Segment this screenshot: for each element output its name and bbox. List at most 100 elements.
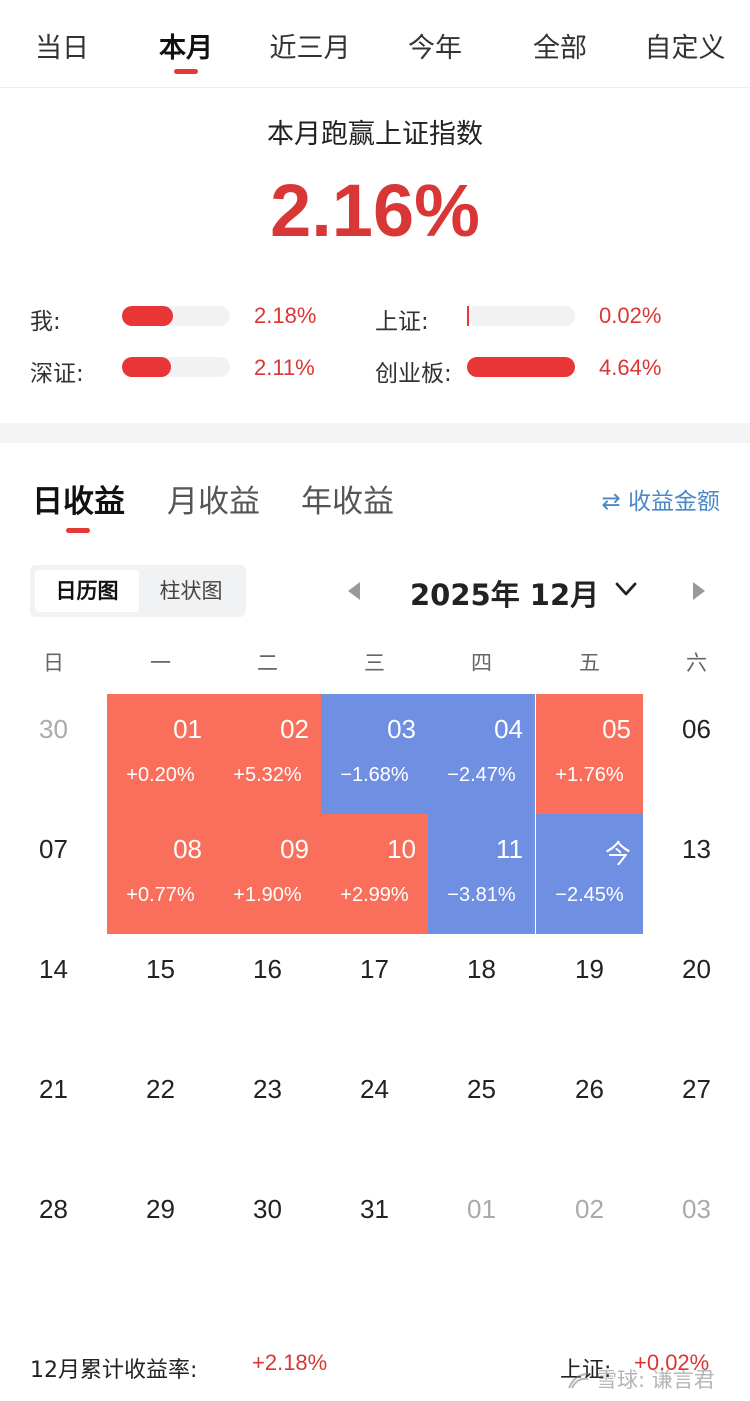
calendar-day[interactable]: 15 bbox=[107, 934, 214, 1054]
summary-value: 2.16% bbox=[270, 169, 480, 252]
calendar-day[interactable]: 07 bbox=[0, 814, 107, 934]
comparison-bar-fill bbox=[122, 357, 171, 377]
watermark: 雪球: 谦言君 bbox=[566, 1364, 715, 1394]
comparison-label-shenzhen: 深证: bbox=[30, 361, 84, 387]
daily-return: +2.99% bbox=[340, 884, 409, 906]
daily-return: +0.20% bbox=[126, 764, 195, 786]
index-return-value: +0.02% bbox=[634, 1350, 710, 1375]
weekday-label: 日 bbox=[43, 651, 64, 675]
calendar-date: 06 bbox=[682, 714, 711, 744]
weekday-label: 二 bbox=[257, 651, 278, 675]
calendar-date: 29 bbox=[146, 1194, 175, 1224]
calendar-day[interactable]: 20 bbox=[643, 934, 750, 1054]
bar-view-button[interactable]: 柱状图 bbox=[159, 579, 223, 603]
calendar-day[interactable]: 19 bbox=[536, 934, 643, 1054]
calendar-day[interactable]: 28 bbox=[0, 1174, 107, 1294]
calendar-day[interactable]: 03 bbox=[643, 1174, 750, 1294]
calendar-day-with-return[interactable]: 08 +0.77% bbox=[107, 814, 214, 934]
calendar-day-with-return[interactable]: 05 +1.76% bbox=[536, 694, 643, 814]
calendar-date: 25 bbox=[467, 1074, 496, 1104]
calendar-day-with-return[interactable]: 02 +5.32% bbox=[214, 694, 321, 814]
earnings-amount-toggle[interactable]: ⇄ 收益金额 bbox=[601, 489, 720, 515]
calendar-day[interactable]: 16 bbox=[214, 934, 321, 1054]
calendar-date: 07 bbox=[39, 834, 68, 864]
tab-custom[interactable]: 自定义 bbox=[644, 33, 726, 64]
section-divider bbox=[0, 423, 750, 443]
calendar-date: 今 bbox=[604, 839, 631, 869]
calendar-date: 14 bbox=[39, 954, 68, 984]
calendar-date: 26 bbox=[575, 1074, 604, 1104]
weekday-label: 三 bbox=[364, 651, 385, 675]
calendar-date: 17 bbox=[360, 954, 389, 984]
comparison-label-me: 我: bbox=[30, 309, 61, 335]
calendar-day-with-return[interactable]: 03 −1.68% bbox=[321, 694, 428, 814]
tab-three-months[interactable]: 近三月 bbox=[269, 33, 351, 64]
calendar-date: 30 bbox=[253, 1194, 282, 1224]
tab-all[interactable]: 全部 bbox=[533, 33, 587, 64]
chevron-down-icon[interactable] bbox=[614, 577, 638, 601]
tab-yearly-earnings[interactable]: 年收益 bbox=[301, 484, 394, 520]
comparison-bar-fill bbox=[122, 306, 173, 326]
comparison-bar-chinext bbox=[467, 357, 575, 377]
calendar-day[interactable]: 02 bbox=[536, 1174, 643, 1294]
tab-this-month[interactable]: 本月 bbox=[159, 33, 213, 64]
weekday-label: 一 bbox=[150, 651, 171, 675]
weekday-label: 五 bbox=[579, 651, 600, 675]
calendar-day[interactable]: 30 bbox=[214, 1174, 321, 1294]
calendar-date: 09 bbox=[280, 834, 309, 864]
period-tab-bar: 当日 本月 近三月 今年 全部 自定义 bbox=[0, 0, 750, 88]
calendar-date: 03 bbox=[682, 1194, 711, 1224]
calendar-day-with-return[interactable]: 今 −2.45% bbox=[536, 814, 643, 934]
calendar-day[interactable]: 31 bbox=[321, 1174, 428, 1294]
previous-month-icon[interactable] bbox=[348, 582, 360, 600]
calendar-day[interactable]: 13 bbox=[643, 814, 750, 934]
comparison-value-chinext: 4.64% bbox=[599, 355, 662, 380]
view-mode-toggle: 日历图 柱状图 bbox=[30, 565, 246, 617]
calendar-day[interactable]: 30 bbox=[0, 694, 107, 814]
calendar-day[interactable]: 18 bbox=[428, 934, 535, 1054]
calendar-day[interactable]: 17 bbox=[321, 934, 428, 1054]
comparison-label-chinext: 创业板: bbox=[375, 361, 452, 387]
calendar-date: 03 bbox=[387, 714, 416, 744]
calendar-day[interactable]: 21 bbox=[0, 1054, 107, 1174]
calendar-day[interactable]: 06 bbox=[643, 694, 750, 814]
calendar-day[interactable]: 24 bbox=[321, 1054, 428, 1174]
daily-return: −2.45% bbox=[555, 884, 624, 906]
tab-today[interactable]: 当日 bbox=[35, 33, 89, 64]
calendar-day-with-return[interactable]: 09 +1.90% bbox=[214, 814, 321, 934]
calendar-day-with-return[interactable]: 11 −3.81% bbox=[428, 814, 535, 934]
calendar-date: 27 bbox=[682, 1074, 711, 1104]
calendar-day[interactable]: 14 bbox=[0, 934, 107, 1054]
calendar-day-with-return[interactable]: 04 −2.47% bbox=[428, 694, 535, 814]
calendar-day[interactable]: 25 bbox=[428, 1054, 535, 1174]
comparison-bar-me bbox=[122, 306, 230, 326]
calendar-date: 28 bbox=[39, 1194, 68, 1224]
tab-monthly-earnings[interactable]: 月收益 bbox=[167, 484, 260, 520]
monthly-return-value: +2.18% bbox=[252, 1350, 328, 1375]
calendar-day[interactable]: 29 bbox=[107, 1174, 214, 1294]
active-tab-indicator bbox=[66, 528, 90, 533]
calendar-date: 10 bbox=[387, 834, 416, 864]
calendar-day[interactable]: 27 bbox=[643, 1054, 750, 1174]
calendar-date: 02 bbox=[575, 1194, 604, 1224]
tab-this-year[interactable]: 今年 bbox=[408, 33, 462, 64]
calendar-date: 15 bbox=[146, 954, 175, 984]
calendar-day[interactable]: 01 bbox=[428, 1174, 535, 1294]
calendar-day[interactable]: 22 bbox=[107, 1054, 214, 1174]
tab-daily-earnings[interactable]: 日收益 bbox=[32, 484, 125, 520]
comparison-value-shenzhen: 2.11% bbox=[254, 355, 315, 380]
month-selector[interactable]: 2025年 12月 bbox=[410, 578, 600, 612]
daily-return: +5.32% bbox=[233, 764, 302, 786]
calendar-day[interactable]: 23 bbox=[214, 1054, 321, 1174]
daily-return: −2.47% bbox=[447, 764, 516, 786]
calendar-day-with-return[interactable]: 01 +0.20% bbox=[107, 694, 214, 814]
calendar-date: 31 bbox=[360, 1194, 389, 1224]
calendar-day-with-return[interactable]: 10 +2.99% bbox=[321, 814, 428, 934]
weekday-label: 四 bbox=[471, 651, 492, 675]
calendar-date: 22 bbox=[146, 1074, 175, 1104]
comparison-value-shanghai: 0.02% bbox=[599, 303, 662, 328]
calendar-day[interactable]: 26 bbox=[536, 1054, 643, 1174]
calendar-view-button[interactable]: 日历图 bbox=[35, 570, 139, 612]
comparison-bar-fill bbox=[467, 357, 575, 377]
next-month-icon[interactable] bbox=[693, 582, 705, 600]
